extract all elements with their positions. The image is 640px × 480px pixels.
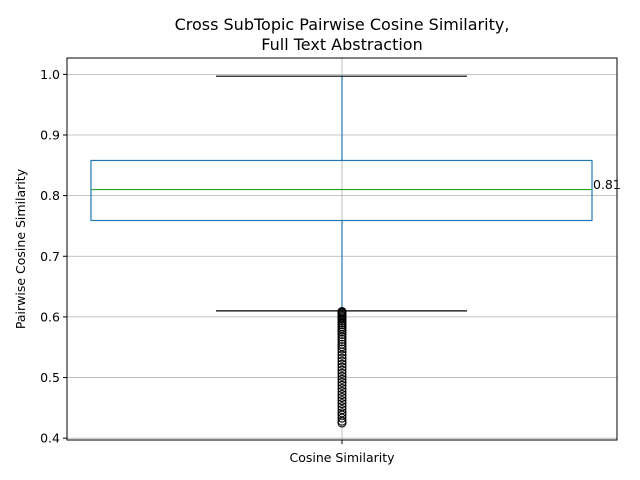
outlier-point: [337, 390, 347, 400]
chart-title-line-2: Full Text Abstraction: [261, 35, 422, 54]
outlier-point: [337, 344, 347, 354]
y-tick-label: 0.5: [40, 370, 60, 385]
outlier-point: [337, 374, 347, 384]
outlier-point: [337, 393, 347, 403]
outlier-point: [337, 408, 347, 418]
chart-title-line-1: Cross SubTopic Pairwise Cosine Similarit…: [175, 15, 510, 34]
outlier-point: [337, 337, 347, 347]
outlier-point: [337, 383, 347, 393]
outlier-point: [337, 339, 347, 349]
y-tick-label: 0.6: [40, 309, 60, 324]
box-elements: [90, 75, 593, 312]
outlier-point: [337, 377, 347, 387]
outlier-point: [337, 353, 347, 363]
x-tick-label: Cosine Similarity: [289, 450, 395, 465]
outlier-point: [337, 359, 347, 369]
y-axis-ticks: 0.4 0.5 0.6 0.7 0.8 0.9 1.0: [40, 67, 67, 446]
outlier-point: [337, 405, 347, 415]
outlier-point: [337, 380, 347, 390]
outlier-point: [337, 342, 347, 352]
outlier-points: [337, 306, 347, 428]
outlier-point: [337, 334, 347, 344]
outlier-point: [337, 356, 347, 366]
y-tick-label: 0.8: [40, 188, 60, 203]
y-tick-label: 1.0: [40, 67, 60, 82]
outlier-point: [337, 371, 347, 381]
iqr-box: [90, 159, 593, 222]
outlier-point: [337, 399, 347, 409]
y-tick-label: 0.7: [40, 249, 60, 264]
outlier-point: [337, 396, 347, 406]
x-axis-ticks: Cosine Similarity: [289, 440, 395, 465]
y-tick-label: 0.4: [40, 431, 60, 446]
outlier-point: [337, 386, 347, 396]
median-annotation: 0.81: [593, 177, 621, 192]
outlier-point: [337, 362, 347, 372]
y-axis-label: Pairwise Cosine Similarity: [13, 168, 28, 329]
outlier-point: [337, 368, 347, 378]
y-tick-label: 0.9: [40, 128, 60, 143]
outlier-point: [337, 306, 347, 316]
outlier-point: [337, 365, 347, 375]
outlier-point: [337, 402, 347, 412]
